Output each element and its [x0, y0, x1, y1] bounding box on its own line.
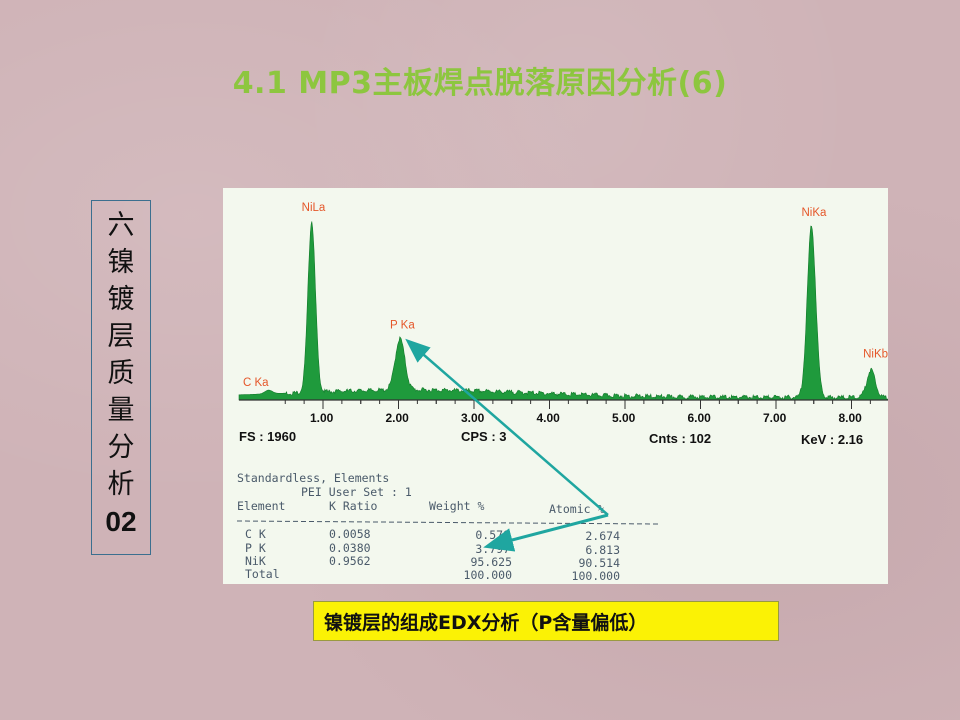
table-divider — [236, 520, 659, 525]
table-col-element: Element — [237, 499, 285, 513]
figure-caption: 镍镀层的组成EDX分析（P含量偏低） — [313, 601, 779, 641]
x-tick-label: 3.00 — [461, 411, 485, 425]
peak-label: NiKa — [801, 207, 827, 219]
info-cps: CPS : 3 — [461, 429, 507, 444]
section-char: 析 — [107, 469, 135, 500]
annotation-arrow-to-table — [483, 513, 609, 552]
section-char: 层 — [107, 321, 135, 352]
section-number: 02 — [105, 506, 137, 537]
peak-label: NiKb — [863, 349, 888, 361]
section-char: 量 — [107, 395, 135, 426]
x-tick-label: 8.00 — [839, 411, 863, 425]
table-row-ni-kratio: 0.9562 — [329, 554, 371, 568]
table-row-total-atomic: 100.000 — [572, 569, 621, 583]
info-cnts: Cnts : 102 — [649, 431, 711, 446]
table-row-c-weight: 0.578 — [475, 528, 510, 542]
section-char: 质 — [107, 358, 135, 389]
table-row-total-element: Total — [245, 567, 280, 581]
section-label: 六 镍 镀 层 质 量 分 析 02 — [91, 200, 151, 555]
edx-chart-panel: 1.00 2.00 3.00 4.00 5.00 6.00 7.00 8.00 C Ka NiL… — [223, 188, 888, 584]
section-char: 六 — [107, 210, 135, 241]
table-row-c-kratio: 0.0058 — [329, 527, 371, 541]
table-row-ni-atomic: 90.514 — [578, 556, 620, 570]
table-row-c-element: C K — [245, 527, 266, 541]
table-row-p-atomic: 6.813 — [585, 543, 620, 557]
x-tick-label: 7.00 — [763, 411, 787, 425]
section-char: 镀 — [107, 284, 135, 315]
table-col-atomic: Atomic % — [549, 502, 604, 516]
x-tick-label: 4.00 — [537, 411, 561, 425]
table-row-c-atomic: 2.674 — [585, 529, 620, 543]
slide-title: 4.1 MP3主板焊点脱落原因分析(6) — [232, 66, 728, 101]
info-fs: FS : 1960 — [239, 429, 296, 444]
x-tick-label: 6.00 — [688, 411, 712, 425]
edx-spectrum-chart: 1.00 2.00 3.00 4.00 5.00 6.00 7.00 8.00 C Ka NiL… — [236, 202, 888, 583]
table-subheading: PEI User Set : 1 — [301, 485, 412, 499]
table-heading: Standardless, Elements — [237, 471, 389, 485]
table-row-total-weight: 100.000 — [464, 568, 513, 582]
table-row-ni-element: NiK — [245, 554, 266, 568]
peak-label: NiLa — [302, 202, 326, 214]
table-row-p-kratio: 0.0380 — [329, 541, 371, 555]
x-tick-label: 2.00 — [386, 411, 410, 425]
table-row-p-element: P K — [245, 541, 266, 555]
table-row-ni-weight: 95.625 — [470, 555, 512, 569]
table-col-weight: Weight % — [429, 499, 484, 513]
peak-label: P Ka — [390, 319, 415, 331]
section-char: 分 — [107, 432, 135, 463]
section-char: 镍 — [107, 247, 135, 278]
table-col-kratio: K Ratio — [329, 499, 378, 513]
x-tick-label: 5.00 — [612, 411, 636, 425]
annotation-arrow-to-peak — [405, 338, 609, 516]
info-kev: KeV : 2.16 — [801, 432, 863, 447]
x-tick-label: 1.00 — [310, 411, 334, 425]
peak-label: C Ka — [243, 377, 269, 389]
spectrum-trace — [238, 221, 888, 401]
